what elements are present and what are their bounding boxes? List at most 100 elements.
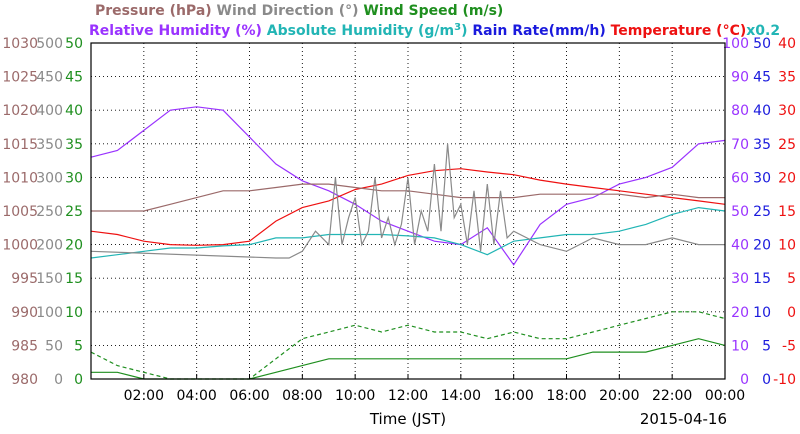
x-tick-label: 04:00 (176, 388, 216, 404)
left-axis-tick-wind_direction: 0 (54, 372, 63, 388)
right-axis-tick-temperature: 0 (787, 305, 796, 321)
series-relative-humidity (90, 106, 726, 266)
left-axis-tick-wind_speed: 0 (74, 372, 83, 388)
left-axis-tick-wind_speed: 25 (65, 204, 83, 220)
right-axis-tick-humidity: 0 (740, 372, 749, 388)
left-axis-tick-wind_speed: 5 (74, 338, 83, 354)
right-axis-tick-humidity: 50 (731, 204, 749, 220)
series-wind-speed-max (90, 311, 726, 380)
right-axis-tick-humidity: 30 (731, 271, 749, 287)
left-axis-tick-pressure: 990 (11, 305, 38, 321)
x-tick-label: 16:00 (493, 388, 533, 404)
x-tick-label: 10:00 (335, 388, 375, 404)
right-axis-tick-rain_rate: 10 (753, 305, 771, 321)
left-axis-tick-wind_speed: 30 (65, 170, 83, 186)
left-axis-tick-wind_direction: 300 (36, 170, 63, 186)
left-axis-tick-wind_speed: 45 (65, 70, 83, 86)
left-axis-tick-pressure: 1030 (2, 36, 38, 52)
left-axis-tick-pressure: 1015 (2, 137, 38, 153)
x-tick-label: 20:00 (599, 388, 639, 404)
left-axis-tick-wind_direction: 500 (36, 36, 63, 52)
left-axis-tick-pressure: 1000 (2, 238, 38, 254)
legend-close-paren: ) (461, 23, 467, 39)
right-axis-tick-temperature: -10 (773, 372, 796, 388)
legend-item-temperature-c: Temperature (°C) (606, 23, 747, 39)
legend: Pressure (hPa) Wind Direction (°) Wind S… (89, 3, 780, 39)
left-axis-tick-wind_speed: 20 (65, 238, 83, 254)
legend-item-absolute-humidity-g-m: Absolute Humidity (g/m (262, 23, 454, 39)
x-axis: 02:00 04:00 06:00 08:00 10:00 12:00 14:00 16:00… (124, 374, 745, 404)
left-axis-tick-wind_direction: 450 (36, 70, 63, 86)
x-tick-label: 12:00 (388, 388, 428, 404)
x-axis-label: Time (JST) (369, 410, 446, 428)
right-axis-tick-rain_rate: 25 (753, 204, 771, 220)
x-tick-label: 00:00 (705, 388, 745, 404)
right-axis-tick-rain_rate: 30 (753, 170, 771, 186)
right-axis-tick-temperature: -5 (782, 338, 796, 354)
left-axis-tick-wind_speed: 50 (65, 36, 83, 52)
left-axis-tick-wind_direction: 350 (36, 137, 63, 153)
left-axis-tick-wind_speed: 40 (65, 103, 83, 119)
legend-item-rain-rate-mm-h: Rain Rate(mm/h) (468, 23, 606, 39)
right-axis-tick-rain_rate: 45 (753, 70, 771, 86)
series-temperature (90, 168, 726, 246)
left-axis-tick-wind_direction: 150 (36, 271, 63, 287)
right-axis-tick-rain_rate: 5 (762, 338, 771, 354)
right-axis-tick-humidity: 10 (731, 338, 749, 354)
left-axis-tick-wind_direction: 100 (36, 305, 63, 321)
right-axis-tick-humidity: 70 (731, 137, 749, 153)
right-axis-tick-humidity: 80 (731, 103, 749, 119)
x-tick-label: 14:00 (441, 388, 481, 404)
right-axis-tick-temperature: 20 (778, 170, 796, 186)
x-tick-label: 18:00 (546, 388, 586, 404)
left-axis-tick-pressure: 985 (11, 338, 38, 354)
left-axis-tick-wind_speed: 15 (65, 271, 83, 287)
right-axis-tick-humidity: 100 (722, 36, 749, 52)
legend-item-wind-speed-m-s: Wind Speed (m/s) (359, 3, 504, 19)
left-axis-tick-wind_speed: 10 (65, 305, 83, 321)
legend-row-2: Relative Humidity (%) Absolute Humidity … (89, 22, 780, 39)
right-axis-tick-temperature: 10 (778, 238, 796, 254)
right-axis-tick-humidity: 20 (731, 305, 749, 321)
legend-item-wind-direction: Wind Direction (°) (212, 3, 359, 19)
series-wind-speed (91, 338, 726, 380)
grid (91, 43, 725, 379)
left-axis-tick-wind_direction: 200 (36, 238, 63, 254)
right-axis-tick-rain_rate: 50 (753, 36, 771, 52)
right-axis-tick-humidity: 60 (731, 170, 749, 186)
right-axis-tick-temperature: 25 (778, 137, 796, 153)
x-tick-label: 22:00 (652, 388, 692, 404)
legend-row-1: Pressure (hPa) Wind Direction (°) Wind S… (95, 3, 503, 19)
x-tick-label: 06:00 (229, 388, 269, 404)
right-axis-tick-rain_rate: 20 (753, 238, 771, 254)
right-axis-tick-rain_rate: 15 (753, 271, 771, 287)
left-axis-tick-wind_direction: 50 (45, 338, 63, 354)
x-tick-label: 08:00 (282, 388, 322, 404)
series-lines (90, 106, 726, 380)
legend-item-x0-2: x0.2 (746, 23, 780, 39)
x-tick-label: 02:00 (124, 388, 164, 404)
right-axis-tick-humidity: 90 (731, 70, 749, 86)
series-wind-direction (90, 143, 725, 259)
right-axis-tick-temperature: 15 (778, 204, 796, 220)
left-axis-tick-wind_direction: 250 (36, 204, 63, 220)
right-axis-tick-rain_rate: 40 (753, 103, 771, 119)
left-axes: 1030102510201015101010051000995990985980… (2, 36, 83, 388)
series-pressure (91, 183, 725, 212)
left-axis-tick-pressure: 995 (11, 271, 38, 287)
right-axis-tick-temperature: 5 (787, 271, 796, 287)
left-axis-tick-pressure: 1010 (2, 170, 38, 186)
left-axis-tick-wind_direction: 400 (36, 103, 63, 119)
legend-item-relative-humidity: Relative Humidity (%) (89, 23, 262, 39)
right-axis-tick-temperature: 30 (778, 103, 796, 119)
right-axis-tick-temperature: 35 (778, 70, 796, 86)
legend-superscript: 3 (454, 22, 461, 33)
right-axis-tick-temperature: 40 (778, 36, 796, 52)
series-absolute-humidity (90, 206, 726, 259)
date-label: 2015-04-16 (640, 410, 727, 428)
left-axis-tick-pressure: 1025 (2, 70, 38, 86)
right-axis-tick-humidity: 40 (731, 238, 749, 254)
left-axis-tick-pressure: 980 (11, 372, 38, 388)
legend-item-pressure-hpa: Pressure (hPa) (95, 3, 212, 19)
